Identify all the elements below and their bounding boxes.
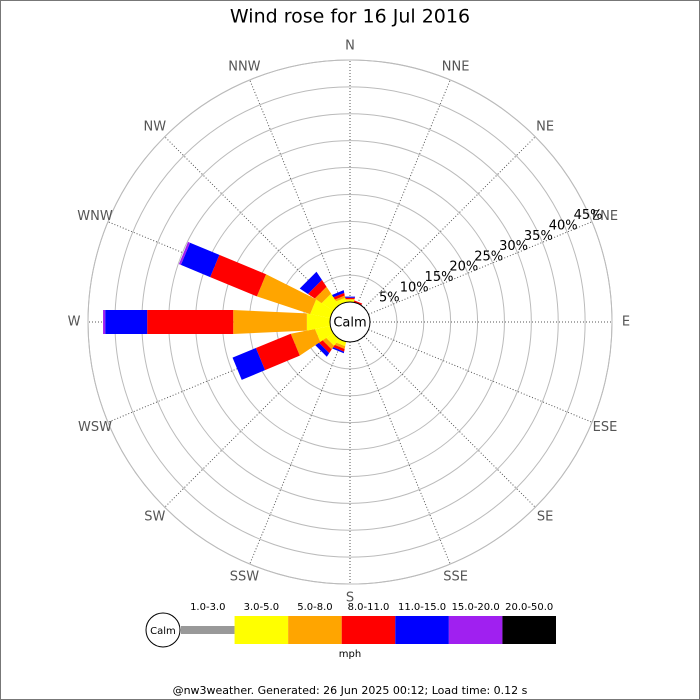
r-tick-label: 35% xyxy=(524,229,553,244)
direction-label: NNW xyxy=(228,60,260,75)
r-tick-label: 10% xyxy=(400,280,429,295)
rose-segment xyxy=(310,299,334,319)
rose-segment xyxy=(299,271,322,294)
direction-label: W xyxy=(68,315,81,330)
legend-label: 8.0-11.0 xyxy=(348,602,390,613)
direction-label: N xyxy=(345,39,355,54)
r-tick-label: 5% xyxy=(379,291,400,306)
chart-title: Wind rose for 16 Jul 2016 xyxy=(230,6,470,28)
rose-segment xyxy=(314,325,334,342)
rose-segment xyxy=(103,310,106,334)
r-tick-label: 20% xyxy=(449,260,478,275)
footer: @nw3weather. Generated: 26 Jun 2025 00:1… xyxy=(173,684,528,697)
legend: Calm 1.0-3.0 3.0-5.0 5.0-8.0 8.0-11.0 11.0-15… xyxy=(145,602,556,648)
r-tick-label: 45% xyxy=(574,208,603,223)
rose-segment xyxy=(255,333,300,371)
legend-label: 5.0-8.0 xyxy=(297,602,332,613)
spoke xyxy=(368,329,593,423)
legend-calm xyxy=(145,612,181,648)
direction-label: E xyxy=(622,315,630,330)
direction-label: NE xyxy=(536,119,554,134)
r-tick-label: 25% xyxy=(474,249,503,264)
rose-segment xyxy=(314,286,332,304)
legend-calm-label: Calm xyxy=(150,626,176,637)
legend-label: 20.0-50.0 xyxy=(505,602,553,613)
legend-label: 3.0-5.0 xyxy=(244,602,279,613)
rose-segment xyxy=(345,297,355,300)
rose-segment xyxy=(290,328,321,356)
direction-label: ESE xyxy=(593,420,618,435)
rose-segment xyxy=(178,241,191,265)
rose-segment xyxy=(321,293,339,311)
legend-swatch xyxy=(288,616,342,644)
spoke xyxy=(357,340,451,565)
spoke xyxy=(357,79,451,304)
spoke xyxy=(107,329,332,423)
direction-label: SSE xyxy=(443,569,468,584)
calm-circle xyxy=(329,301,371,343)
plot: N NNE NE ENE E ESE SE SSE S SSW SW WSW W WNW NW NNW Calm… xyxy=(68,39,631,606)
r-tick-label: 40% xyxy=(549,219,578,234)
rose-segment xyxy=(315,342,330,357)
direction-label: SSW xyxy=(230,569,260,584)
direction-label: SW xyxy=(144,510,165,525)
legend-label: 1.0-3.0 xyxy=(190,602,225,613)
rose-segment xyxy=(336,338,347,347)
rose-segment xyxy=(334,295,346,302)
spoke xyxy=(164,136,337,309)
spoke xyxy=(249,340,343,565)
spoke xyxy=(363,335,536,508)
rose-segment xyxy=(256,274,317,315)
rose-segment xyxy=(333,344,345,352)
direction-label: SE xyxy=(537,510,553,525)
rose-segment xyxy=(180,242,220,278)
rose-segment xyxy=(333,292,345,300)
rose-segment xyxy=(336,297,347,306)
rose-segment xyxy=(232,347,266,380)
legend-swatch xyxy=(448,616,503,644)
rose-segment xyxy=(307,279,327,299)
rose-segment xyxy=(345,299,355,302)
ring xyxy=(87,59,613,585)
direction-label: S xyxy=(346,591,354,606)
legend-swatch xyxy=(341,616,396,644)
legend-label: 11.0-15.0 xyxy=(398,602,446,613)
rose-segment xyxy=(331,290,345,298)
legend-swatch xyxy=(234,616,289,644)
rose-segment xyxy=(105,310,148,334)
legend-swatch xyxy=(181,626,235,634)
direction-label: NW xyxy=(144,119,167,134)
rose-segment xyxy=(322,337,335,350)
direction-label: NNE xyxy=(442,60,470,75)
direction-label: WSW xyxy=(78,420,112,435)
rose-segment xyxy=(332,347,345,354)
spoke xyxy=(363,136,536,309)
legend-label: 15.0-20.0 xyxy=(452,602,500,613)
direction-label: WNW xyxy=(77,209,113,224)
legend-swatch xyxy=(395,616,449,644)
rose-segment xyxy=(233,310,307,334)
rose-segment xyxy=(147,310,234,334)
spoke xyxy=(249,79,343,304)
rose-segment xyxy=(334,342,346,350)
legend-swatch xyxy=(502,616,556,644)
direction-label: ENE xyxy=(592,209,618,224)
unit: mph xyxy=(339,649,361,660)
rose-segment xyxy=(344,296,356,298)
r-tick-label: 15% xyxy=(425,270,454,285)
rose-segment xyxy=(210,254,267,297)
r-tick-label: 30% xyxy=(499,239,528,254)
spoke xyxy=(368,221,593,315)
calm-label: Calm xyxy=(333,316,366,331)
rose-segment xyxy=(306,313,330,331)
rose-segment xyxy=(353,300,363,306)
rose-segment xyxy=(318,340,332,354)
spoke xyxy=(164,335,337,508)
